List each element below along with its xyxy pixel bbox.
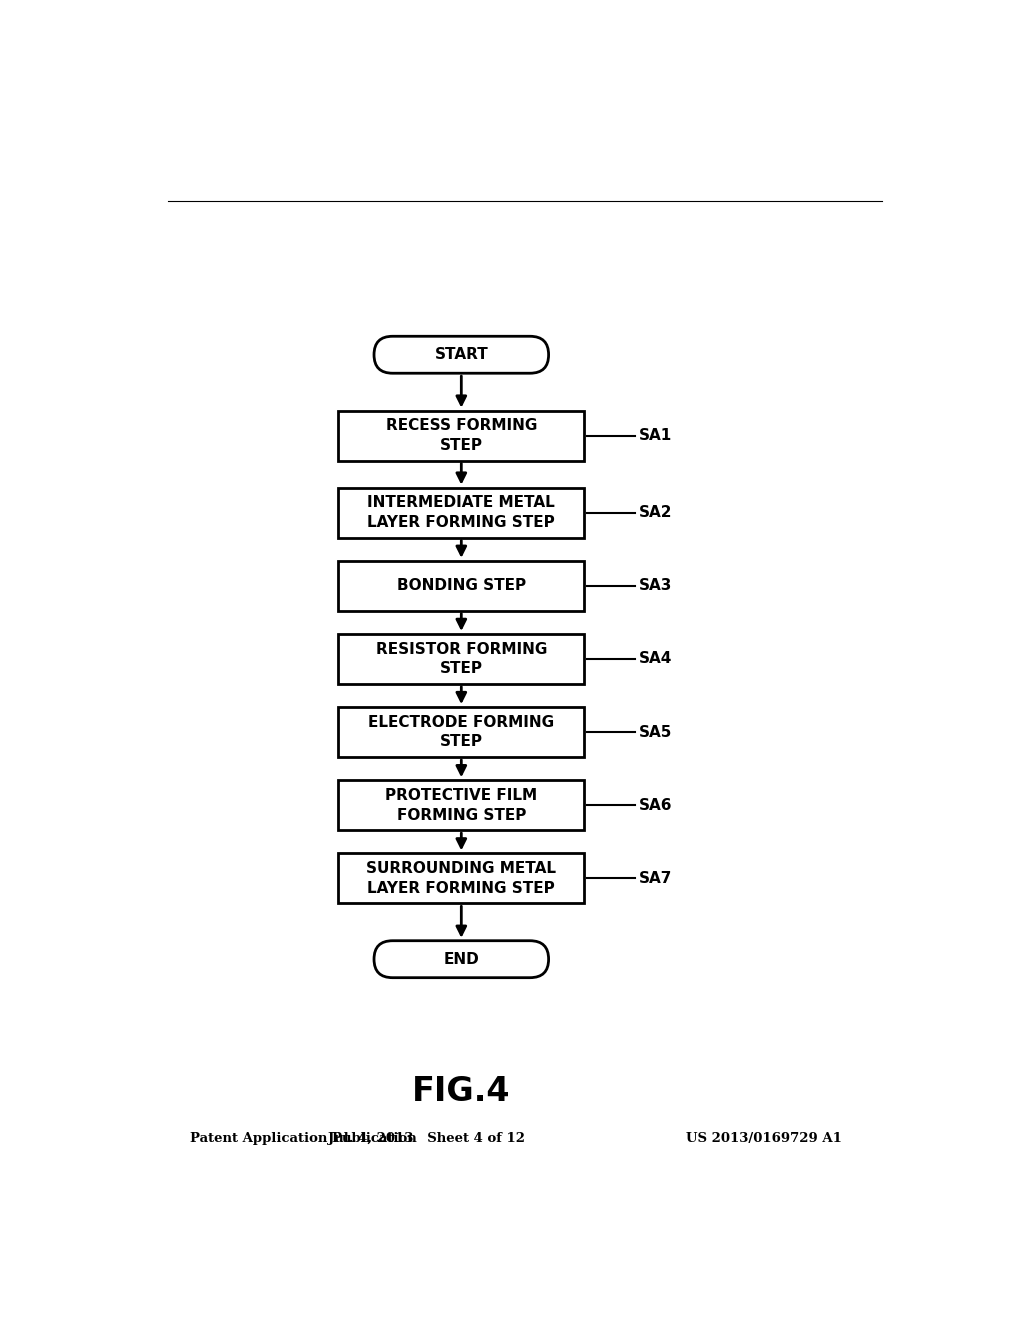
Text: SURROUNDING METAL
LAYER FORMING STEP: SURROUNDING METAL LAYER FORMING STEP	[367, 861, 556, 896]
Text: START: START	[434, 347, 488, 362]
Bar	[338, 708, 585, 758]
FancyBboxPatch shape	[374, 337, 549, 374]
Text: Jul. 4, 2013   Sheet 4 of 12: Jul. 4, 2013 Sheet 4 of 12	[328, 1131, 525, 1144]
Bar	[338, 853, 585, 903]
Text: SA7: SA7	[639, 871, 672, 886]
Bar	[338, 780, 585, 830]
Text: SA6: SA6	[639, 797, 672, 813]
Text: END: END	[443, 952, 479, 966]
Text: SA5: SA5	[639, 725, 672, 739]
Text: SA2: SA2	[639, 506, 672, 520]
Bar	[338, 487, 585, 537]
FancyBboxPatch shape	[374, 941, 549, 978]
Text: FIG.4: FIG.4	[412, 1074, 511, 1107]
Text: SA1: SA1	[639, 428, 672, 444]
Text: RESISTOR FORMING
STEP: RESISTOR FORMING STEP	[376, 642, 547, 676]
Text: BONDING STEP: BONDING STEP	[396, 578, 526, 593]
Text: ELECTRODE FORMING
STEP: ELECTRODE FORMING STEP	[369, 714, 554, 750]
Bar	[338, 411, 585, 461]
Text: INTERMEDIATE METAL
LAYER FORMING STEP: INTERMEDIATE METAL LAYER FORMING STEP	[368, 495, 555, 531]
Text: SA4: SA4	[639, 651, 672, 667]
Text: RECESS FORMING
STEP: RECESS FORMING STEP	[386, 418, 537, 453]
Text: Patent Application Publication: Patent Application Publication	[190, 1131, 417, 1144]
Text: US 2013/0169729 A1: US 2013/0169729 A1	[685, 1131, 842, 1144]
Bar	[338, 561, 585, 611]
Bar	[338, 634, 585, 684]
Text: SA3: SA3	[639, 578, 672, 593]
Text: PROTECTIVE FILM
FORMING STEP: PROTECTIVE FILM FORMING STEP	[385, 788, 538, 822]
